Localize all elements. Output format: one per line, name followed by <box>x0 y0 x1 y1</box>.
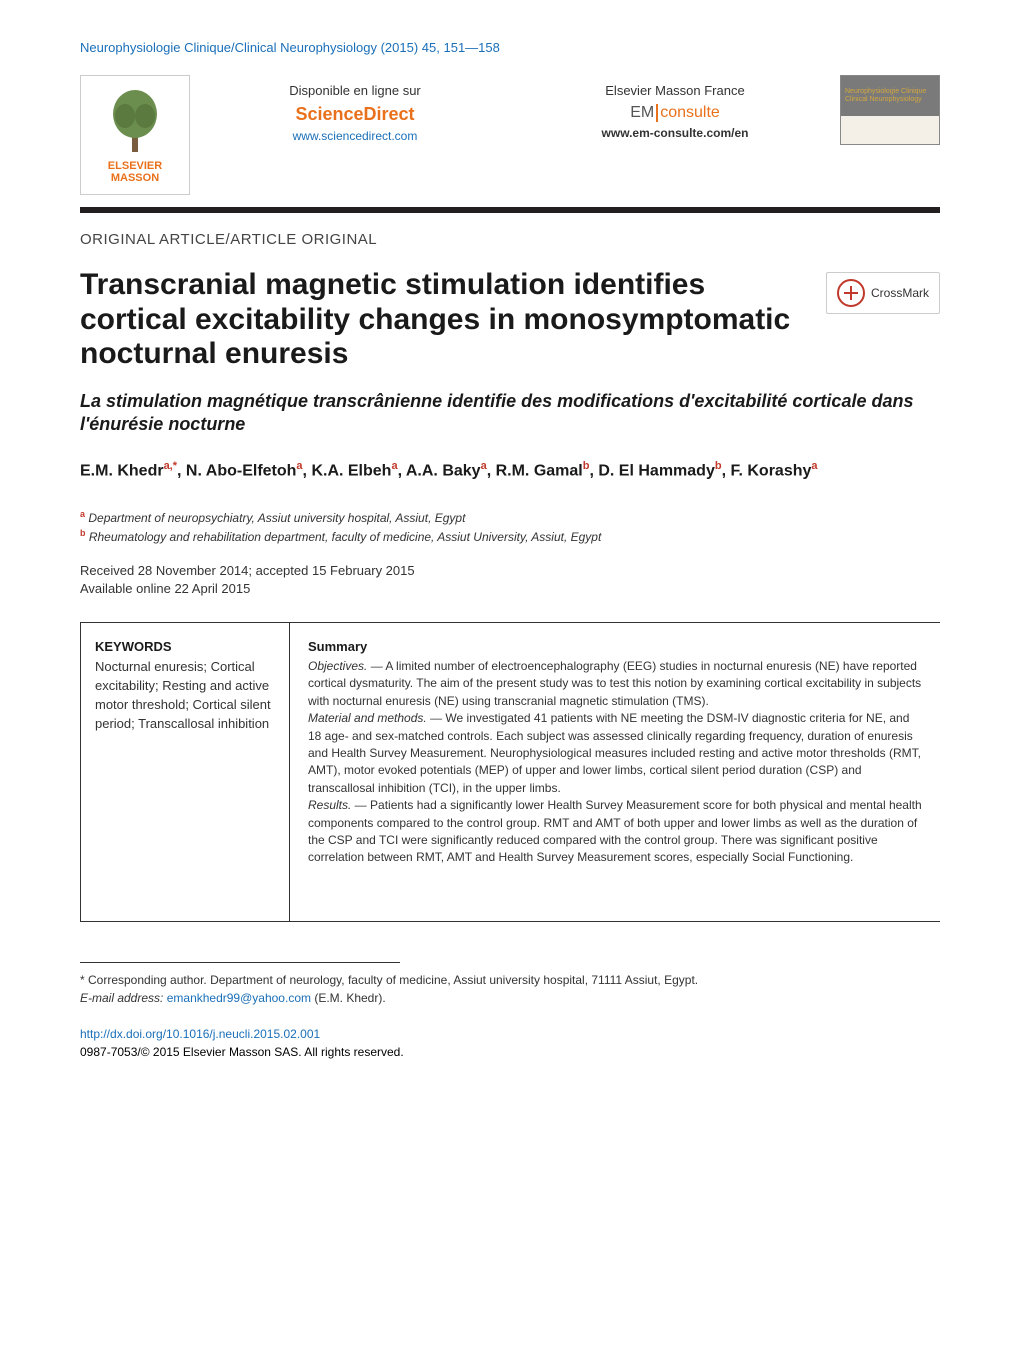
article-subtitle-french: La stimulation magnétique transcrânienne… <box>80 390 940 437</box>
sciencedirect-brand: ScienceDirect <box>210 104 500 125</box>
thick-horizontal-rule <box>80 207 940 213</box>
sciencedirect-url[interactable]: www.sciencedirect.com <box>210 129 500 143</box>
corresponding-email-line: E-mail address: emankhedr99@yahoo.com (E… <box>80 989 940 1007</box>
title-row: Transcranial magnetic stimulation identi… <box>80 268 940 372</box>
elsevier-masson-logo: ELSEVIER MASSON <box>80 75 190 195</box>
emconsulte-brand: EM consulte <box>530 104 820 122</box>
summary-heading: Summary <box>308 639 922 654</box>
journal-header: Neurophysiologie Clinique/Clinical Neuro… <box>80 40 940 55</box>
journal-cover-title: Neurophysiologie Clinique Clinical Neuro… <box>845 88 935 103</box>
journal-cover-body <box>841 116 939 144</box>
journal-cover-header: Neurophysiologie Clinique Clinical Neuro… <box>841 76 939 116</box>
summary-methods: Material and methods. — We investigated … <box>308 710 922 797</box>
corresponding-email-link[interactable]: emankhedr99@yahoo.com <box>167 991 311 1005</box>
elsevier-masson-logo-text: ELSEVIER MASSON <box>89 160 181 184</box>
received-accepted-date: Received 28 November 2014; accepted 15 F… <box>80 562 940 580</box>
available-online-date: Available online 22 April 2015 <box>80 580 940 598</box>
doi-link[interactable]: http://dx.doi.org/10.1016/j.neucli.2015.… <box>80 1027 320 1041</box>
sciencedirect-column: Disponible en ligne sur ScienceDirect ww… <box>210 83 500 143</box>
footnote-rule <box>80 962 400 963</box>
article-dates: Received 28 November 2014; accepted 15 F… <box>80 562 940 598</box>
article-type-label: ORIGINAL ARTICLE/ARTICLE ORIGINAL <box>80 231 940 248</box>
sciencedirect-label: Disponible en ligne sur <box>210 83 500 98</box>
banner-links: Disponible en ligne sur ScienceDirect ww… <box>210 75 820 143</box>
emconsulte-column: Elsevier Masson France EM consulte www.e… <box>530 83 820 143</box>
summary-column: Summary Objectives. — A limited number o… <box>290 623 940 921</box>
summary-results: Results. — Patients had a significantly … <box>308 797 922 867</box>
crossmark-icon <box>837 279 865 307</box>
abstract-section: KEYWORDS Nocturnal enuresis; Cortical ex… <box>80 622 940 922</box>
journal-cover-thumbnail: Neurophysiologie Clinique Clinical Neuro… <box>840 75 940 145</box>
authors-list: E.M. Khedra,*, N. Abo-Elfetoha, K.A. Elb… <box>80 458 940 483</box>
crossmark-label: CrossMark <box>871 286 929 300</box>
keywords-text: Nocturnal enuresis; Cortical excitabilit… <box>95 658 275 733</box>
summary-body: Objectives. — A limited number of electr… <box>308 658 922 867</box>
emconsulte-label: Elsevier Masson France <box>530 83 820 98</box>
affiliations: a Department of neuropsychiatry, Assiut … <box>80 508 940 546</box>
corresponding-author-text: * Corresponding author. Department of ne… <box>80 971 940 989</box>
emconsulte-url[interactable]: www.em-consulte.com/en <box>530 126 820 140</box>
publisher-banner: ELSEVIER MASSON Disponible en ligne sur … <box>80 75 940 195</box>
affiliation-a: a Department of neuropsychiatry, Assiut … <box>80 508 940 527</box>
summary-objectives: Objectives. — A limited number of electr… <box>308 658 922 710</box>
em-prefix-text: EM <box>630 104 654 122</box>
em-divider-bar <box>656 104 658 122</box>
copyright-text: 0987-7053/© 2015 Elsevier Masson SAS. Al… <box>80 1045 404 1059</box>
keywords-heading: KEYWORDS <box>95 639 275 654</box>
page-footer: http://dx.doi.org/10.1016/j.neucli.2015.… <box>80 1025 940 1061</box>
keywords-column: KEYWORDS Nocturnal enuresis; Cortical ex… <box>80 623 290 921</box>
article-title: Transcranial magnetic stimulation identi… <box>80 268 806 372</box>
elsevier-tree-icon <box>105 86 165 156</box>
crossmark-badge[interactable]: CrossMark <box>826 272 940 314</box>
corresponding-author-footnote: * Corresponding author. Department of ne… <box>80 971 940 1007</box>
consulte-suffix-text: consulte <box>660 104 720 122</box>
affiliation-b: b Rheumatology and rehabilitation depart… <box>80 527 940 546</box>
